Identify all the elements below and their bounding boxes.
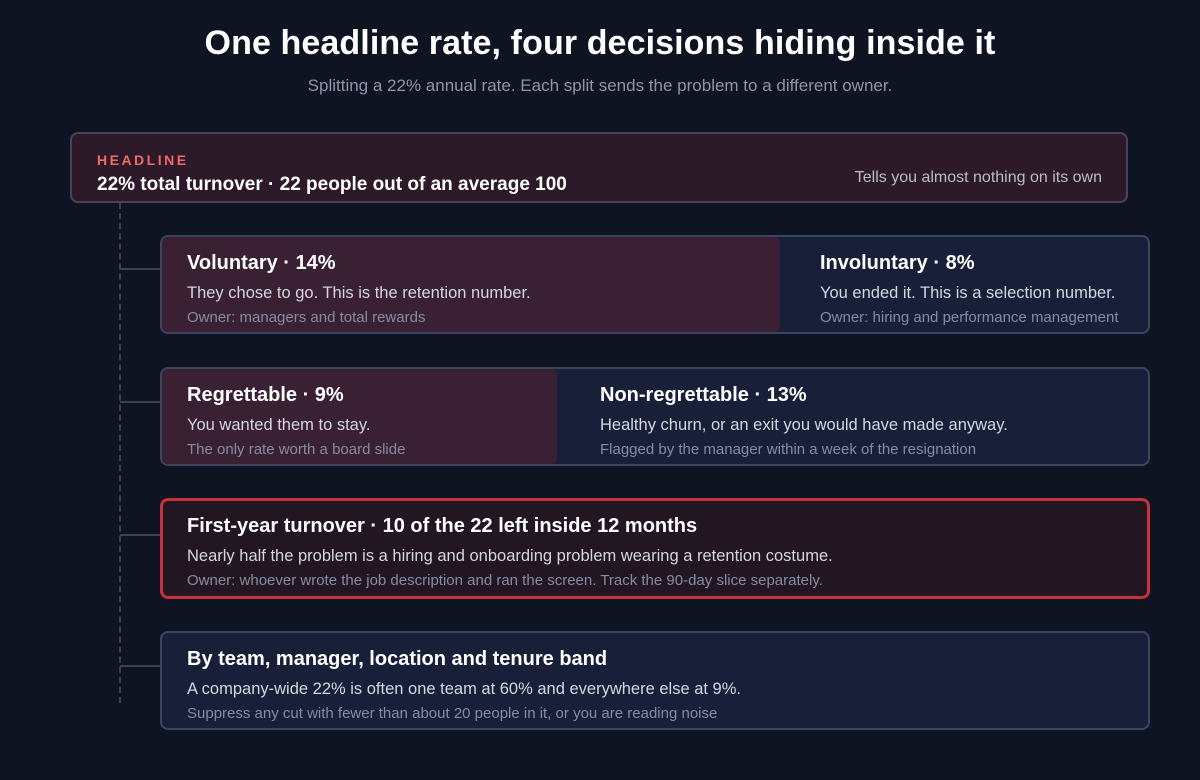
regrettable-note: The only rate worth a board slide [187,441,406,458]
connector-tick [120,534,160,536]
voluntary-split-card: Voluntary · 14% They chose to go. This i… [160,235,1150,334]
involuntary-title: Involuntary · 8% [820,252,975,274]
regrettable-desc: You wanted them to stay. [187,416,371,434]
voluntary-desc: They chose to go. This is the retention … [187,284,531,302]
headline-rate: 22% total turnover · 22 people out of an… [97,174,567,195]
non-regrettable-note: Flagged by the manager within a week of … [600,441,977,458]
non-regrettable-desc: Healthy churn, or an exit you would have… [600,416,1008,434]
connector-spine [119,203,121,703]
headline-note: Tells you almost nothing on its own [854,169,1102,186]
headline-tag: HEADLINE [97,152,189,168]
by-team-card: By team, manager, location and tenure ba… [160,631,1150,730]
regrettable-split-card: Regrettable · 9% You wanted them to stay… [160,367,1150,466]
first-year-title: First-year turnover · 10 of the 22 left … [187,515,698,537]
regrettable-title: Regrettable · 9% [187,384,344,406]
voluntary-owner: Owner: managers and total rewards [187,309,426,326]
first-year-desc: Nearly half the problem is a hiring and … [187,547,833,565]
page-title: One headline rate, four decisions hiding… [204,24,996,62]
by-team-desc: A company-wide 22% is often one team at … [187,680,741,698]
regrettable-segment [162,369,557,464]
voluntary-segment [162,237,780,332]
non-regrettable-title: Non-regrettable · 13% [600,384,807,406]
headline-card: HEADLINE 22% total turnover · 22 people … [70,132,1128,203]
first-year-owner: Owner: whoever wrote the job description… [187,572,823,589]
connector-tick [120,665,160,667]
involuntary-owner: Owner: hiring and performance management [820,309,1119,326]
voluntary-title: Voluntary · 14% [187,252,336,274]
involuntary-desc: You ended it. This is a selection number… [820,284,1116,302]
page-subtitle: Splitting a 22% annual rate. Each split … [307,76,893,95]
by-team-title: By team, manager, location and tenure ba… [187,648,608,670]
by-team-note: Suppress any cut with fewer than about 2… [187,705,718,722]
connector-tick [120,401,160,403]
first-year-card: First-year turnover · 10 of the 22 left … [160,498,1150,599]
connector-tick [120,268,160,270]
